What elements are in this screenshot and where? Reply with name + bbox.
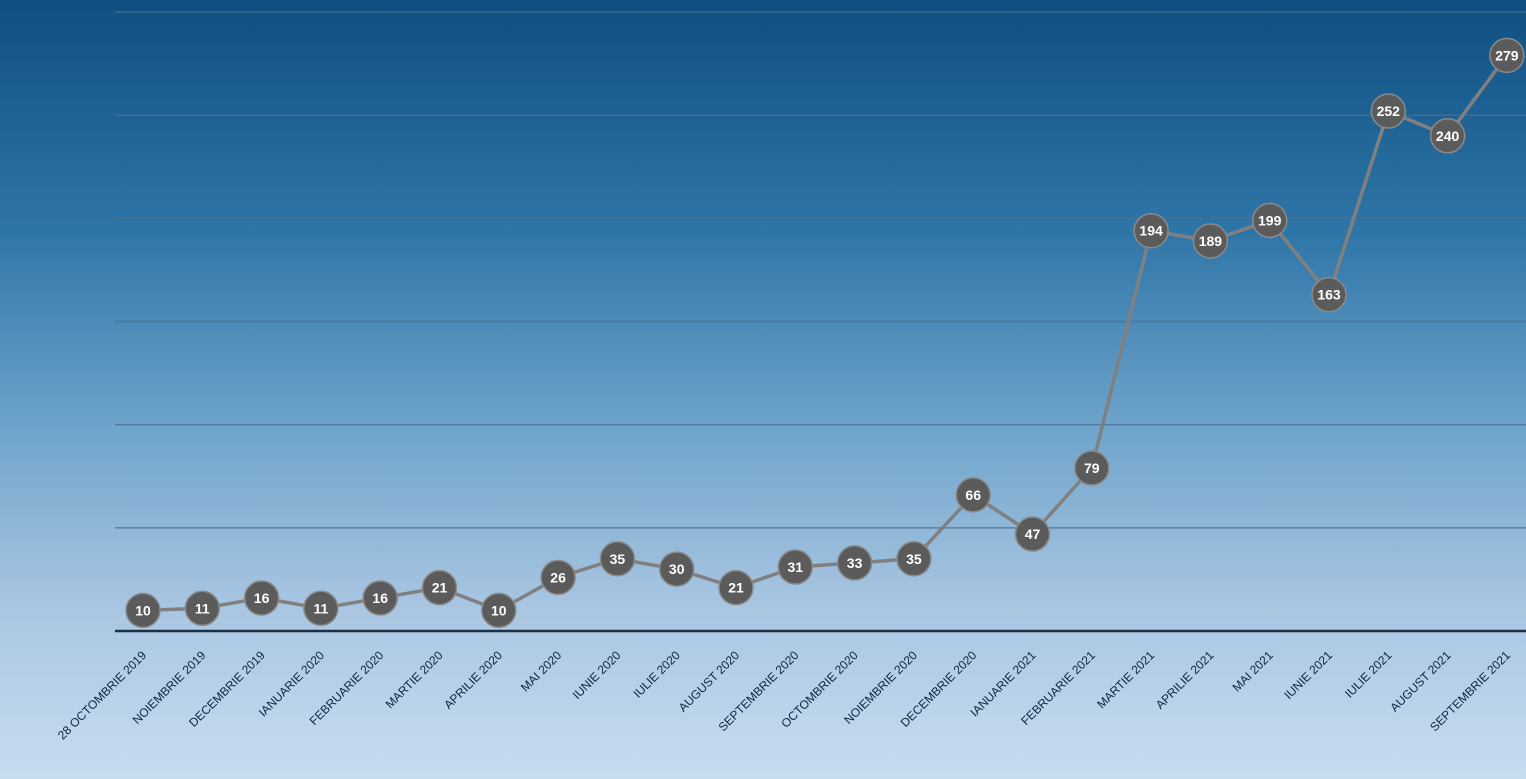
data-label: 189 <box>1199 233 1223 249</box>
data-point <box>777 549 814 585</box>
x-tick-label: IULIE 2020 <box>630 648 683 701</box>
x-tick-label: APRILIE 2021 <box>1153 648 1217 712</box>
data-label: 10 <box>491 602 507 618</box>
data-label: 33 <box>847 555 863 571</box>
data-label: 194 <box>1139 223 1163 239</box>
data-point <box>718 569 754 606</box>
x-tick-label: IUNIE 2020 <box>570 648 624 702</box>
data-point <box>184 590 221 627</box>
data-point <box>1311 276 1347 313</box>
data-label: 66 <box>965 487 981 503</box>
data-point <box>599 541 636 577</box>
x-tick-label: MARTIE 2020 <box>383 648 446 711</box>
data-label: 199 <box>1258 212 1282 228</box>
data-point <box>243 580 280 616</box>
data-point <box>1133 212 1169 249</box>
data-point <box>540 559 576 596</box>
data-markers: 10 11 16 11 16 21 10 26 35 30 21 31 33 35 66 47 79 194 189… <box>125 37 1525 629</box>
data-label: 35 <box>610 551 626 567</box>
x-tick-label: 28 OCTOMBRIE 2019 <box>55 648 149 742</box>
x-tick-label: APRILIE 2020 <box>441 648 505 712</box>
x-tick-label: MAI 2020 <box>518 648 564 694</box>
data-label: 47 <box>1025 526 1041 542</box>
data-label: 21 <box>432 580 448 596</box>
data-label: 79 <box>1084 460 1100 476</box>
x-tick-label: IULIE 2021 <box>1342 648 1395 701</box>
data-point <box>658 551 695 587</box>
data-point <box>421 569 458 606</box>
data-point <box>1489 37 1525 74</box>
data-label: 279 <box>1495 47 1519 63</box>
data-point <box>836 545 873 581</box>
data-label: 252 <box>1377 103 1401 119</box>
data-label: 240 <box>1436 128 1460 144</box>
data-point <box>303 590 339 627</box>
x-tick-label: IUNIE 2021 <box>1281 648 1335 702</box>
data-point <box>1251 202 1288 239</box>
x-tick-label: AUGUST 2021 <box>1387 648 1454 715</box>
data-label: 30 <box>669 561 685 577</box>
x-tick-label: AUGUST 2020 <box>676 648 743 715</box>
data-point <box>1074 450 1110 486</box>
gridlines <box>115 11 1526 529</box>
data-label: 21 <box>728 580 744 596</box>
data-label: 11 <box>195 600 210 616</box>
data-label: 11 <box>313 600 328 616</box>
data-point <box>955 477 991 513</box>
data-label: 16 <box>254 590 270 606</box>
data-label: 16 <box>372 590 388 606</box>
data-point <box>125 592 161 629</box>
data-label: 35 <box>906 551 922 567</box>
data-point <box>481 592 517 629</box>
data-label: 163 <box>1317 287 1341 303</box>
data-point <box>362 580 398 616</box>
x-tick-label: MAI 2021 <box>1230 648 1276 694</box>
data-label: 10 <box>135 602 151 618</box>
data-point <box>1192 223 1229 259</box>
data-point <box>1014 516 1051 552</box>
x-tick-label: MARTIE 2021 <box>1094 648 1157 711</box>
data-point <box>1370 93 1407 129</box>
data-point <box>896 541 932 577</box>
data-label: 26 <box>550 569 566 585</box>
data-point <box>1429 118 1466 154</box>
data-label: 31 <box>788 559 804 575</box>
